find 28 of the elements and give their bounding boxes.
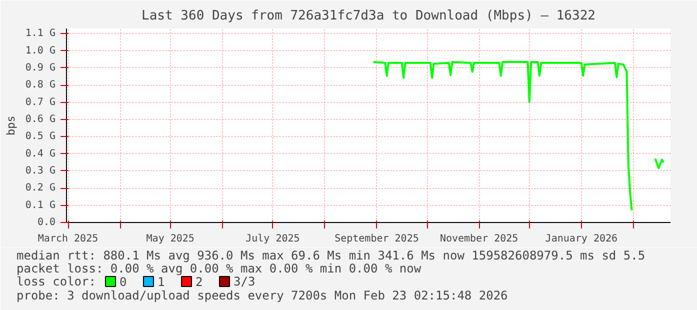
y-tick-label: 0.1 G <box>25 200 56 211</box>
x-tick-label: November 2025 <box>440 234 518 244</box>
x-tick-label: September 2025 <box>334 234 419 244</box>
y-axis-title: bps <box>4 116 18 136</box>
y-tick-label: 0.0 <box>37 217 56 228</box>
y-tick-label: 0.9 G <box>25 62 56 74</box>
x-tick-label: July 2025 <box>246 234 300 244</box>
legend-title: loss color: <box>16 274 96 288</box>
legend-label: 0 <box>120 275 127 289</box>
y-tick-label: 0.5 G <box>25 131 56 142</box>
x-tick-label: May 2025 <box>146 234 194 244</box>
y-tick-label: 0.3 G <box>25 165 56 176</box>
y-tick-label: 0.2 G <box>25 182 56 194</box>
y-tick-label: 0.6 G <box>25 114 56 125</box>
y-tick-label: 0.4 G <box>25 148 56 160</box>
legend-label: 3/3 <box>234 274 256 288</box>
y-tick-label: 0.7 G <box>25 96 56 108</box>
x-tick-label: March 2025 <box>38 234 98 244</box>
text: probe: 3 download/upload speeds every 7200s Mon Feb 23 02:15:48 2026 <box>16 288 508 302</box>
text: median rtt: 880.1 Ms avg 936.0 Ms max 69.6 Ms min 341.6 Ms now 159582608979.5 ms sd 5.5 <box>16 248 646 262</box>
legend-label: 1 <box>158 275 165 289</box>
y-tick-label: 0.8 G <box>25 80 56 91</box>
y-tick-label: 1.1 G <box>25 28 56 40</box>
text: packet loss: 0.00 % avg 0.00 % max 0.00 % min 0.00 % now <box>16 262 422 276</box>
x-tick-label: January 2026 <box>545 234 618 244</box>
chart-title: Last 360 Days from 726a31fc7d3a to Download (Mbps) — 16322 <box>142 8 596 24</box>
y-tick-label: 1.0 G <box>25 45 56 56</box>
legend-label: 2 <box>196 275 203 289</box>
